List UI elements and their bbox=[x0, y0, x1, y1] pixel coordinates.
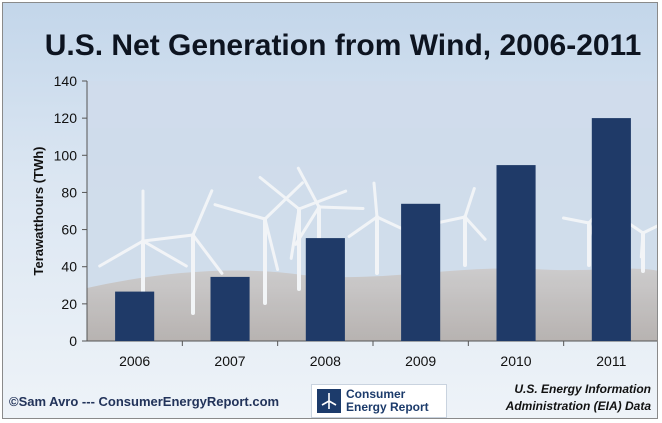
y-tick-label: 100 bbox=[54, 147, 78, 163]
bar-2010 bbox=[496, 165, 536, 341]
turbine-blade bbox=[463, 215, 487, 241]
logo-line-2: Energy Report bbox=[346, 400, 429, 414]
source-line-2: Administration (EIA) Data bbox=[505, 399, 651, 413]
x-tick-label-2009: 2009 bbox=[405, 353, 436, 369]
turbine-blade bbox=[639, 231, 645, 259]
y-tick-label: 20 bbox=[61, 296, 77, 312]
turbine-blade bbox=[191, 233, 224, 275]
turbine-blade bbox=[294, 205, 321, 246]
turbine-blade bbox=[463, 187, 476, 219]
y-tick-label: 80 bbox=[61, 184, 77, 200]
turbine-blade bbox=[317, 205, 365, 210]
data-source-note: U.S. Energy Information Administration (… bbox=[506, 381, 651, 415]
y-tick-label: 60 bbox=[61, 222, 77, 238]
chart-title: U.S. Net Generation from Wind, 2006-2011 bbox=[45, 29, 642, 62]
y-axis-label: Terawatthours (TWh) bbox=[31, 146, 46, 275]
bar-2008 bbox=[305, 238, 345, 341]
turbine-blade bbox=[289, 207, 301, 260]
wind-turbines-photo bbox=[87, 81, 657, 341]
chart-frame: U.S. Net Generation from Wind, 2006-2011… bbox=[2, 2, 658, 419]
turbine-blade bbox=[641, 224, 657, 235]
turbine-blade bbox=[296, 166, 321, 209]
turbine-blade bbox=[562, 216, 591, 225]
wind-turbine-icon bbox=[317, 389, 341, 413]
turbine-blade bbox=[347, 215, 379, 238]
y-tick-label: 120 bbox=[54, 110, 78, 126]
wind-generation-chart: U.S. Net Generation from Wind, 2006-2011… bbox=[31, 29, 657, 369]
source-line-1: U.S. Energy Information bbox=[514, 382, 651, 396]
logo-line-1: Consumer bbox=[346, 387, 406, 401]
turbine-blade bbox=[191, 189, 214, 237]
consumer-energy-report-logo: Consumer Energy Report bbox=[311, 384, 447, 418]
turbine-blade bbox=[98, 239, 145, 268]
bar-2007 bbox=[210, 276, 250, 341]
turbine-blade bbox=[143, 233, 195, 243]
bar-2011 bbox=[591, 118, 631, 341]
y-tick-label: 140 bbox=[54, 73, 78, 89]
turbine-blade bbox=[258, 176, 301, 211]
turbine-blade bbox=[263, 181, 304, 221]
bar-2009 bbox=[401, 203, 441, 341]
turbine-blade bbox=[297, 189, 348, 211]
x-tick-label-2011: 2011 bbox=[596, 353, 626, 369]
turbine-blade bbox=[213, 203, 267, 221]
turbine-blade bbox=[372, 181, 379, 219]
x-tick-label-2006: 2006 bbox=[119, 353, 150, 369]
turbine-blade bbox=[434, 215, 467, 225]
y-tick-label: 40 bbox=[61, 259, 77, 275]
turbine-blade bbox=[263, 217, 280, 271]
y-tick-label: 0 bbox=[69, 333, 77, 349]
x-tick-label-2008: 2008 bbox=[310, 353, 341, 369]
bar-2006 bbox=[115, 291, 155, 341]
turbine-blade bbox=[141, 239, 188, 268]
copyright-credit: ©Sam Avro --- ConsumerEnergyReport.com bbox=[9, 394, 280, 409]
x-tick-label-2010: 2010 bbox=[500, 353, 531, 369]
x-tick-label-2007: 2007 bbox=[214, 353, 245, 369]
